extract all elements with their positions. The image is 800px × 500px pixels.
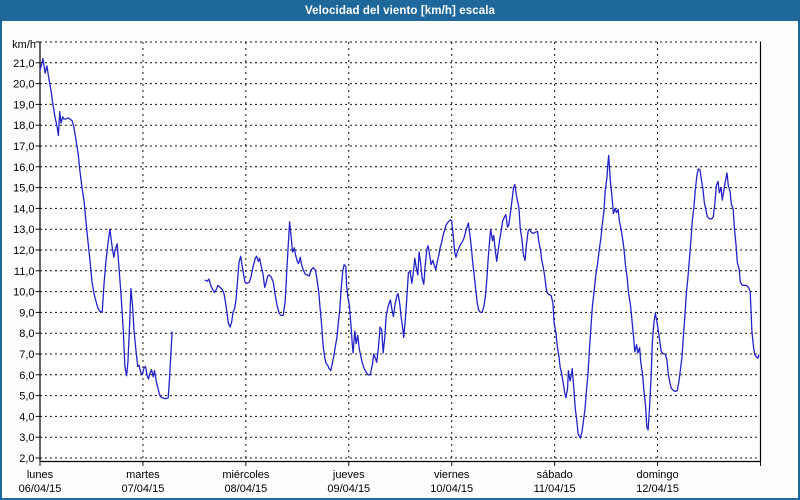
day-date-label: 12/04/15 — [636, 483, 679, 495]
day-name-label: viernes — [434, 469, 470, 481]
y-tick-label: 8,0 — [19, 328, 34, 340]
y-tick-label: 2,0 — [19, 453, 34, 465]
y-tick-label: 14,0 — [13, 203, 34, 215]
wind-speed-series-line — [39, 57, 173, 400]
y-tick-label: 21,0 — [13, 58, 34, 70]
day-date-label: 07/04/15 — [122, 483, 165, 495]
y-tick-label: 17,0 — [13, 141, 34, 153]
y-tick-label: 18,0 — [13, 120, 34, 132]
window-title: Velocidad del viento [km/h] escala — [304, 4, 496, 17]
wind-speed-series-line — [204, 154, 760, 439]
day-date-label: 09/04/15 — [327, 483, 370, 495]
y-tick-label: 15,0 — [13, 183, 34, 195]
y-tick-label: 4,0 — [19, 411, 34, 423]
day-name-label: lunes — [27, 469, 54, 481]
y-tick-label: 3,0 — [19, 432, 34, 444]
y-tick-label: 13,0 — [13, 224, 34, 236]
plot-area — [40, 42, 761, 462]
y-tick-label: 6,0 — [19, 370, 34, 382]
day-date-label: 06/04/15 — [19, 483, 62, 495]
day-name-label: domingo — [636, 469, 678, 481]
y-tick-label: 20,0 — [13, 79, 34, 91]
day-date-label: 10/04/15 — [430, 483, 473, 495]
y-tick-label: 11,0 — [14, 266, 35, 278]
day-name-label: jueves — [332, 469, 365, 481]
y-tick-label: 5,0 — [19, 391, 34, 403]
day-name-label: miércoles — [222, 469, 270, 481]
y-axis-unit-label: km/h — [12, 39, 36, 51]
day-date-label: 08/04/15 — [224, 483, 267, 495]
y-tick-label: 9,0 — [19, 307, 34, 319]
y-tick-label: 19,0 — [13, 99, 34, 111]
y-tick-label: 16,0 — [13, 162, 34, 174]
y-tick-label: 7,0 — [19, 349, 34, 361]
y-tick-label: 10,0 — [13, 287, 34, 299]
title-bar: Velocidad del viento [km/h] escala — [0, 0, 800, 21]
day-date-label: 11/04/15 — [534, 483, 576, 495]
day-name-label: martes — [126, 469, 160, 481]
day-name-label: sábado — [537, 469, 573, 481]
y-tick-label: 12,0 — [13, 245, 34, 257]
